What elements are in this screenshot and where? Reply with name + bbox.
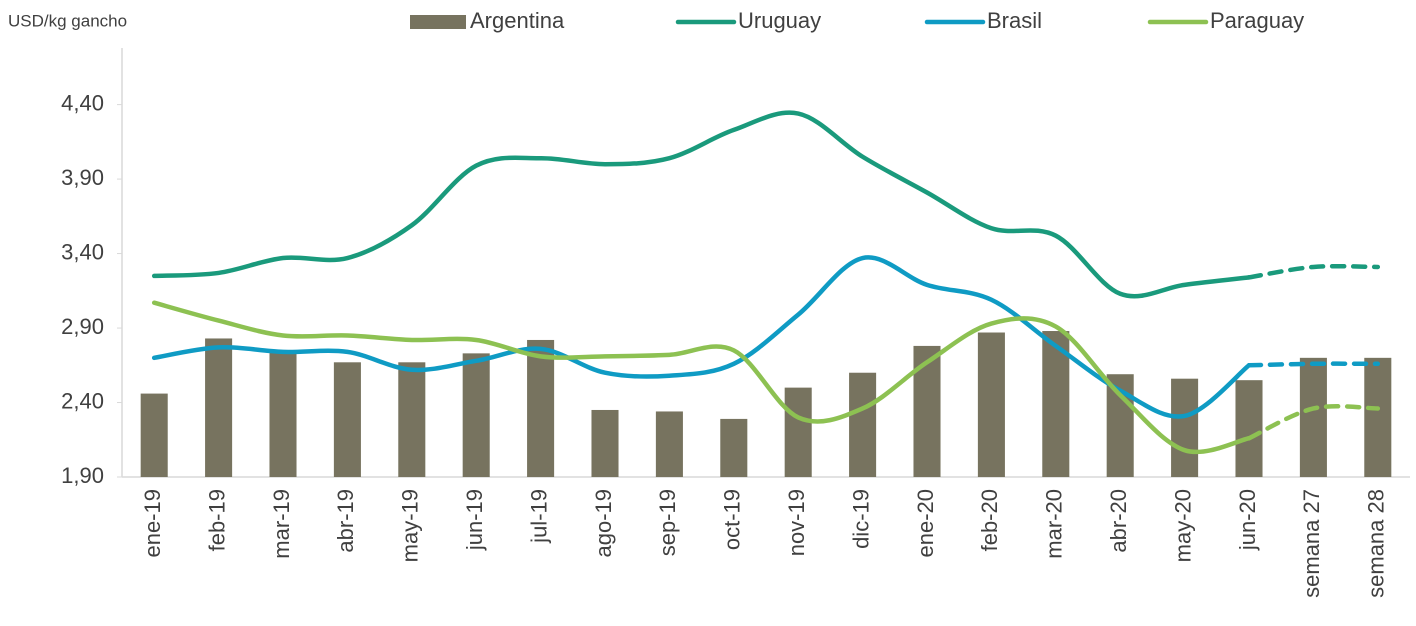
x-tick-label: dic-19: [848, 489, 873, 549]
bar: [462, 353, 490, 477]
bar: [333, 362, 361, 477]
x-tick-label: jul-19: [526, 489, 551, 544]
x-tick-label: mar-19: [269, 489, 294, 559]
x-tick-label: feb-19: [204, 489, 229, 551]
x-tick-label: may-20: [1170, 489, 1195, 562]
bar: [269, 350, 297, 477]
bar: [913, 345, 941, 477]
bar: [140, 393, 168, 477]
x-tick-label: semana 27: [1299, 489, 1324, 598]
y-tick-label: 2,40: [61, 388, 104, 413]
line: [151, 300, 1252, 455]
x-tick-label: mar-20: [1042, 489, 1067, 559]
legend-label: Uruguay: [738, 8, 821, 33]
x-tick-label: abr-19: [333, 489, 358, 553]
x-tick-label: feb-20: [977, 489, 1002, 551]
y-axis-label: USD/kg gancho: [8, 11, 127, 30]
y-tick-label: 3,40: [61, 239, 104, 264]
bar: [1171, 378, 1199, 477]
bar: [1235, 380, 1263, 477]
x-tick-label: ene-20: [913, 489, 938, 558]
line: [151, 255, 1252, 419]
line-projection: [1246, 263, 1381, 280]
line: [151, 110, 1252, 299]
legend-label: Argentina: [470, 8, 565, 33]
x-tick-label: ene-19: [140, 489, 165, 558]
bar: [720, 418, 748, 477]
x-tick-label: may-19: [398, 489, 423, 562]
line-projection: [1246, 361, 1381, 368]
y-tick-label: 4,40: [61, 90, 104, 115]
x-tick-label: nov-19: [784, 489, 809, 556]
y-tick-label: 1,90: [61, 463, 104, 488]
bar: [398, 362, 426, 477]
legend-swatch: [410, 15, 466, 29]
bar: [527, 339, 555, 477]
bar: [1299, 357, 1327, 477]
bar: [1364, 357, 1392, 477]
bar: [977, 332, 1005, 477]
bar: [205, 338, 233, 477]
x-tick-label: oct-19: [720, 489, 745, 550]
x-tick-label: abr-20: [1106, 489, 1131, 553]
x-tick-label: ago-19: [591, 489, 616, 558]
bar: [784, 387, 812, 477]
bar: [655, 411, 683, 477]
legend-label: Brasil: [987, 8, 1042, 33]
bar: [849, 372, 877, 477]
x-tick-label: jun-19: [462, 489, 487, 551]
y-tick-label: 2,90: [61, 314, 104, 339]
y-tick-label: 3,90: [61, 165, 104, 190]
line-projection: [1246, 404, 1381, 441]
x-tick-label: jun-20: [1235, 489, 1260, 551]
bar: [1042, 331, 1070, 477]
x-tick-label: semana 28: [1364, 489, 1389, 598]
bar: [591, 409, 619, 477]
legend-label: Paraguay: [1210, 8, 1304, 33]
x-tick-label: sep-19: [655, 489, 680, 556]
